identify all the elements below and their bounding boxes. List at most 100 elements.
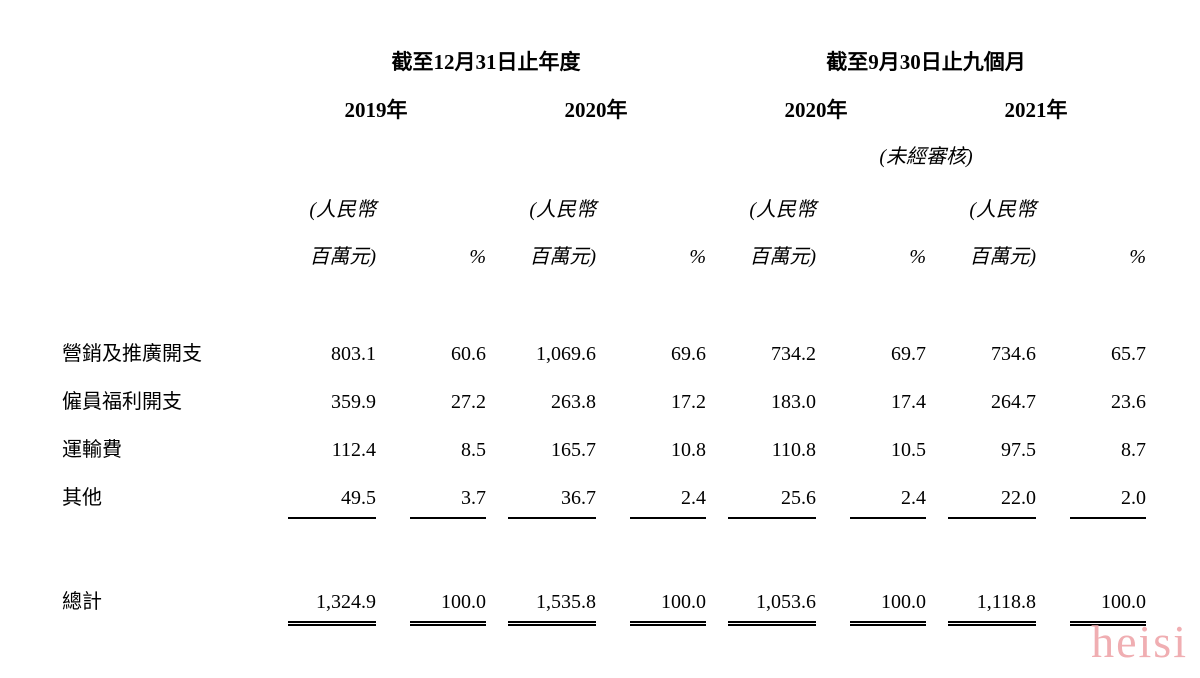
row-employee-benefit-expenses: 僱員福利開支 359.9 27.2 263.8 17.2 183.0 17.4 … <box>62 391 1200 414</box>
total-cell: 1,118.8 <box>926 591 1036 627</box>
period-header-nine-months-sep30: 截至9月30日止九個月 <box>826 50 1026 74</box>
header-spacer <box>62 162 266 163</box>
year-header-2020-annual: 2020年 <box>564 98 628 123</box>
unit-rmb-label: (人民幣 <box>529 199 596 222</box>
unit-line2-row: 百萬元) % 百萬元) % 百萬元) % 百萬元) % <box>62 246 1200 269</box>
row-others: 其他 49.5 3.7 36.7 2.4 25.6 2.4 22.0 2.0 <box>62 487 1200 520</box>
value-cell: 734.2 <box>771 343 816 366</box>
double-underlined-value: 100.0 <box>630 591 706 627</box>
underlined-value: 3.7 <box>410 487 486 520</box>
unit-million-label: 百萬元) <box>749 246 816 269</box>
value-cell: 2.0 <box>1036 487 1146 520</box>
value-cell: 183.0 <box>771 391 816 414</box>
unit-percent-label: % <box>469 246 486 269</box>
underlined-value: 49.5 <box>288 487 376 520</box>
value-cell: 27.2 <box>451 391 486 414</box>
unit-percent-label: % <box>1129 246 1146 269</box>
value-cell: 8.7 <box>1121 439 1146 462</box>
row-label: 其他 <box>62 487 102 510</box>
unit-percent-label: % <box>909 246 926 269</box>
unit-million-label: 百萬元) <box>969 246 1036 269</box>
value-cell: 60.6 <box>451 343 486 366</box>
double-underlined-value: 100.0 <box>410 591 486 627</box>
underlined-value: 2.4 <box>630 487 706 520</box>
double-underlined-value: 100.0 <box>1070 591 1146 627</box>
value-cell: 165.7 <box>551 439 596 462</box>
header-spacer <box>266 162 706 163</box>
year-header-2021: 2021年 <box>1004 98 1068 123</box>
value-cell: 2.4 <box>596 487 706 520</box>
total-cell: 100.0 <box>816 591 926 627</box>
unit-rmb-label: (人民幣 <box>749 199 816 222</box>
total-cell: 1,324.9 <box>266 591 376 627</box>
value-cell: 65.7 <box>1111 343 1146 366</box>
unit-percent-label: % <box>689 246 706 269</box>
double-underlined-value: 1,053.6 <box>728 591 816 627</box>
row-label: 運輸費 <box>62 439 122 462</box>
value-cell: 3.7 <box>376 487 486 520</box>
value-cell: 97.5 <box>1001 439 1036 462</box>
period-header-year-ended-dec31: 截至12月31日止年度 <box>391 50 581 74</box>
underlined-value: 2.4 <box>850 487 926 520</box>
value-cell: 8.5 <box>461 439 486 462</box>
unaudited-note-row: (未經審核) <box>62 146 1200 169</box>
header-spacer <box>62 116 266 117</box>
total-label: 總計 <box>62 591 102 614</box>
value-cell: 36.7 <box>486 487 596 520</box>
total-cell: 100.0 <box>596 591 706 627</box>
value-cell: 17.4 <box>891 391 926 414</box>
unit-million-label: 百萬元) <box>529 246 596 269</box>
value-cell: 17.2 <box>671 391 706 414</box>
header-spacer <box>62 68 266 69</box>
header-spacer <box>62 215 266 216</box>
row-transportation-costs: 運輸費 112.4 8.5 165.7 10.8 110.8 10.5 97.5… <box>62 439 1200 462</box>
value-cell: 23.6 <box>1111 391 1146 414</box>
underlined-value: 36.7 <box>508 487 596 520</box>
header-spacer <box>376 215 486 216</box>
unaudited-note: (未經審核) <box>879 146 973 169</box>
value-cell: 264.7 <box>991 391 1036 414</box>
value-cell: 10.5 <box>891 439 926 462</box>
value-cell: 25.6 <box>706 487 816 520</box>
value-cell: 359.9 <box>331 391 376 414</box>
total-cell: 100.0 <box>1036 591 1146 627</box>
watermark-text: heisi <box>1091 616 1188 667</box>
unit-line1-row: (人民幣 (人民幣 (人民幣 (人民幣 <box>62 199 1200 222</box>
value-cell: 69.7 <box>891 343 926 366</box>
double-underlined-value: 100.0 <box>850 591 926 627</box>
header-spacer <box>816 215 926 216</box>
double-underlined-value: 1,118.8 <box>948 591 1036 627</box>
double-underlined-value: 1,535.8 <box>508 591 596 627</box>
value-cell: 10.8 <box>671 439 706 462</box>
value-cell: 112.4 <box>331 439 376 462</box>
value-cell: 803.1 <box>331 343 376 366</box>
unit-million-label: 百萬元) <box>309 246 376 269</box>
underlined-value: 22.0 <box>948 487 1036 520</box>
unit-rmb-label: (人民幣 <box>309 199 376 222</box>
total-cell: 1,535.8 <box>486 591 596 627</box>
total-cell: 100.0 <box>376 591 486 627</box>
header-spacer <box>596 215 706 216</box>
underlined-value: 2.0 <box>1070 487 1146 520</box>
value-cell: 69.6 <box>671 343 706 366</box>
year-header-2020-nine-months: 2020年 <box>784 98 848 123</box>
row-marketing-promotion-expenses: 營銷及推廣開支 803.1 60.6 1,069.6 69.6 734.2 69… <box>62 343 1200 366</box>
value-cell: 49.5 <box>266 487 376 520</box>
header-spacer <box>62 262 266 263</box>
value-cell: 22.0 <box>926 487 1036 520</box>
year-header-row: 2019年 2020年 2020年 2021年 <box>62 98 1200 122</box>
row-label: 僱員福利開支 <box>62 391 182 414</box>
header-spacer <box>1036 215 1146 216</box>
value-cell: 2.4 <box>816 487 926 520</box>
underlined-value: 25.6 <box>728 487 816 520</box>
value-cell: 734.6 <box>991 343 1036 366</box>
period-header-row: 截至12月31日止年度 截至9月30日止九個月 <box>62 50 1200 74</box>
total-cell: 1,053.6 <box>706 591 816 627</box>
double-underlined-value: 1,324.9 <box>288 591 376 627</box>
row-label: 營銷及推廣開支 <box>62 343 202 366</box>
value-cell: 263.8 <box>551 391 596 414</box>
row-total: 總計 1,324.9 100.0 1,535.8 100.0 1,053.6 1… <box>62 591 1200 627</box>
value-cell: 110.8 <box>771 439 816 462</box>
value-cell: 1,069.6 <box>536 343 596 366</box>
